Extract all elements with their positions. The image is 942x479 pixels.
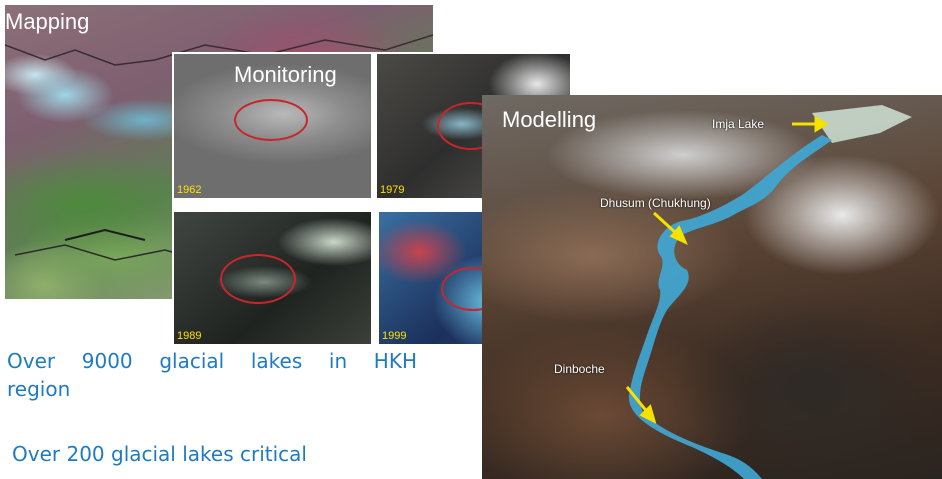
year-label: 1989 xyxy=(177,330,202,342)
monitoring-image-1962: 1962 xyxy=(174,54,371,198)
monitoring-image-1989: 1989 xyxy=(174,212,371,344)
highlight-circle xyxy=(234,99,308,141)
highlight-circle xyxy=(220,254,296,304)
place-label-imja-lake: Imja Lake xyxy=(712,117,765,131)
modelling-image: Modelling Imja Lake Dhusum (Chukhung) Di… xyxy=(482,95,942,479)
flood-path-overlay xyxy=(625,105,912,479)
year-label: 1962 xyxy=(177,184,202,196)
modelling-label: Modelling xyxy=(502,107,597,132)
mapping-label: Mapping xyxy=(5,9,90,34)
year-label: 1999 xyxy=(382,330,407,342)
year-label: 1979 xyxy=(380,184,405,196)
place-label-dhusum: Dhusum (Chukhung) xyxy=(600,196,711,210)
glacial-lakes-critical-text: Over 200 glacial lakes critical xyxy=(12,442,307,466)
glacial-lakes-total-text: Over 9000 glacial lakes in HKH region xyxy=(7,349,417,401)
place-label-dinboche: Dinboche xyxy=(554,362,605,376)
monitoring-label: Monitoring xyxy=(234,62,337,87)
